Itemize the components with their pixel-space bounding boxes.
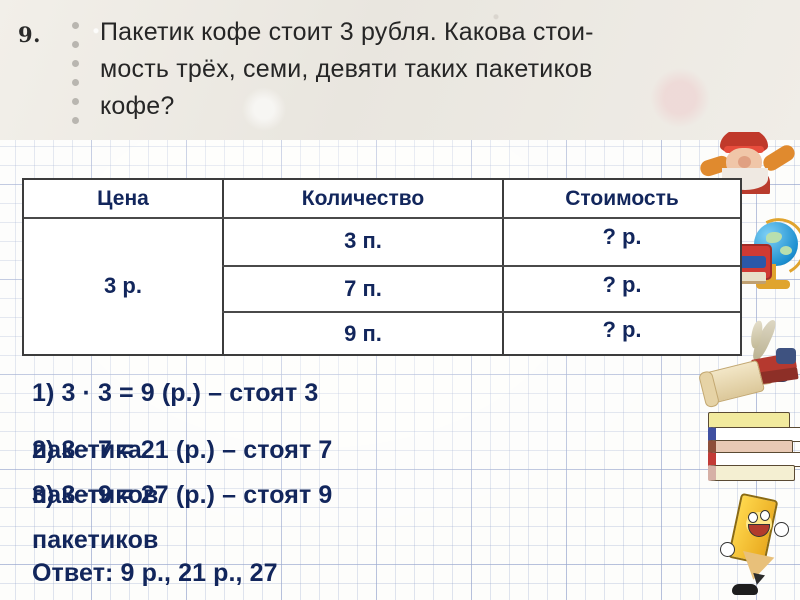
price-quantity-cost-table: Цена Количество Стоимость 3 р. 3 п. 7 п.… [22, 178, 742, 356]
table-cell-cost-3: ? р. [602, 316, 642, 342]
table-header-price: Цена [97, 186, 149, 210]
pencil-eye [748, 512, 758, 523]
gnome-nose [738, 156, 751, 168]
solution-step-2: 2) 3 · 7 = 21 (р.) – стоят 7 [32, 436, 333, 464]
divider-dot [72, 79, 79, 86]
solution-step-2-wrap: пакетиков [32, 481, 159, 509]
solution-step-1-wrap: пакетика [32, 436, 142, 464]
question-text: Пакетик кофе стоит 3 рубля. Какова стои-… [100, 14, 772, 125]
table-cell-cost-1: ? р. [602, 224, 642, 249]
pencil-hand [774, 522, 789, 537]
globe-stand [768, 264, 776, 282]
table-cell-quantity-1: 3 п. [344, 228, 382, 253]
table-row-divider [222, 311, 740, 313]
solution-step-3-wrap: пакетиков [32, 526, 159, 554]
pencil-hand [720, 542, 735, 557]
divider-dot [72, 41, 79, 48]
table-cell-cost-2: ? р. [602, 272, 642, 297]
book-layer [708, 465, 795, 481]
divider-dot [72, 117, 79, 124]
parchment-scroll [702, 359, 766, 405]
solution-steps: 1) 3 · 3 = 9 (р.) – стоят 3 пакетика 2) … [32, 378, 502, 600]
pencil-eye [760, 510, 770, 521]
ink-pot [776, 348, 796, 364]
globe-landmass [766, 232, 782, 243]
divider-dot [72, 98, 79, 105]
globe-backpack-clipart [730, 210, 800, 303]
question-line-2: мость трёх, семи, девяти таких пакетиков [100, 55, 593, 83]
question-line-1: Пакетик кофе стоит 3 рубля. Какова стои- [100, 18, 594, 46]
table-header-cost: Стоимость [565, 186, 679, 210]
pencil-shoe [732, 584, 758, 595]
table-column-divider [502, 180, 504, 354]
question-line-3: кофе? [100, 92, 175, 120]
divider-dot [72, 22, 79, 29]
pencil-character-clipart [716, 492, 800, 600]
table-header-quantity: Количество [301, 186, 425, 210]
question-number: 9. [18, 22, 41, 47]
book-stack-clipart [708, 412, 800, 486]
paper-grain-texture [0, 0, 800, 140]
table-cell-quantity-3: 9 п. [344, 320, 382, 346]
scroll-books-clipart [700, 348, 800, 410]
solution-step-1: 1) 3 · 3 = 9 (р.) – стоят 3 [32, 379, 319, 407]
table-header-divider [24, 217, 740, 219]
table-cell-quantity-2: 7 п. [344, 276, 382, 301]
dotted-divider [72, 22, 80, 134]
solution-step-3: 3) 3 · 9 = 27 (р.) – стоят 9 [32, 481, 333, 509]
solution-answer: Ответ: 9 р., 21 р., 27 [32, 559, 278, 587]
divider-dot [72, 60, 79, 67]
globe-landmass [780, 246, 792, 255]
scanned-textbook-question: 9. Пакетик кофе стоит 3 рубля. Какова ст… [0, 0, 800, 140]
globe-base [756, 280, 790, 289]
table-row-divider [222, 265, 740, 267]
table-column-divider [222, 180, 224, 354]
table-cell-price: 3 р. [104, 272, 142, 298]
